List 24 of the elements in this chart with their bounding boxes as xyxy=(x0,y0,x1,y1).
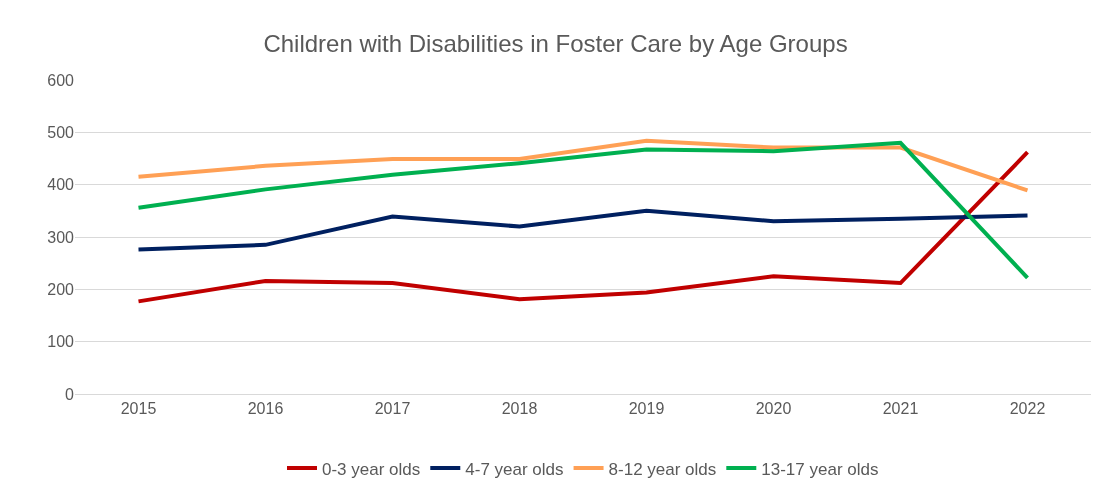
y-tick-label: 300 xyxy=(47,228,75,246)
line-series xyxy=(136,140,1030,280)
line-series xyxy=(136,138,1030,193)
legend-label: 8-12 year olds xyxy=(608,459,717,479)
line-series xyxy=(136,150,1030,304)
y-tick-label: 400 xyxy=(47,176,75,194)
x-tick-label: 2021 xyxy=(882,400,919,418)
legend-label: 0-3 year olds xyxy=(322,459,421,479)
x-tick-label: 2019 xyxy=(628,400,665,418)
y-tick-label: 600 xyxy=(47,71,75,89)
y-tick-label: 200 xyxy=(47,280,75,298)
line-series xyxy=(136,208,1030,252)
x-tick-label: 2015 xyxy=(120,400,157,418)
x-tick-label: 2016 xyxy=(247,400,284,418)
x-tick-label: 2022 xyxy=(1009,400,1046,418)
x-tick-label: 2018 xyxy=(501,400,538,418)
chart-title: Children with Disabilities in Foster Care by Age Groups xyxy=(263,29,848,57)
y-tick-label: 500 xyxy=(47,123,75,141)
y-tick-label: 0 xyxy=(65,385,75,403)
legend-label: 13-17 year olds xyxy=(761,459,879,479)
y-tick-label: 100 xyxy=(47,333,75,351)
x-tick-label: 2017 xyxy=(374,400,411,418)
x-tick-label: 2020 xyxy=(755,400,792,418)
legend-label: 4-7 year olds xyxy=(465,459,564,479)
